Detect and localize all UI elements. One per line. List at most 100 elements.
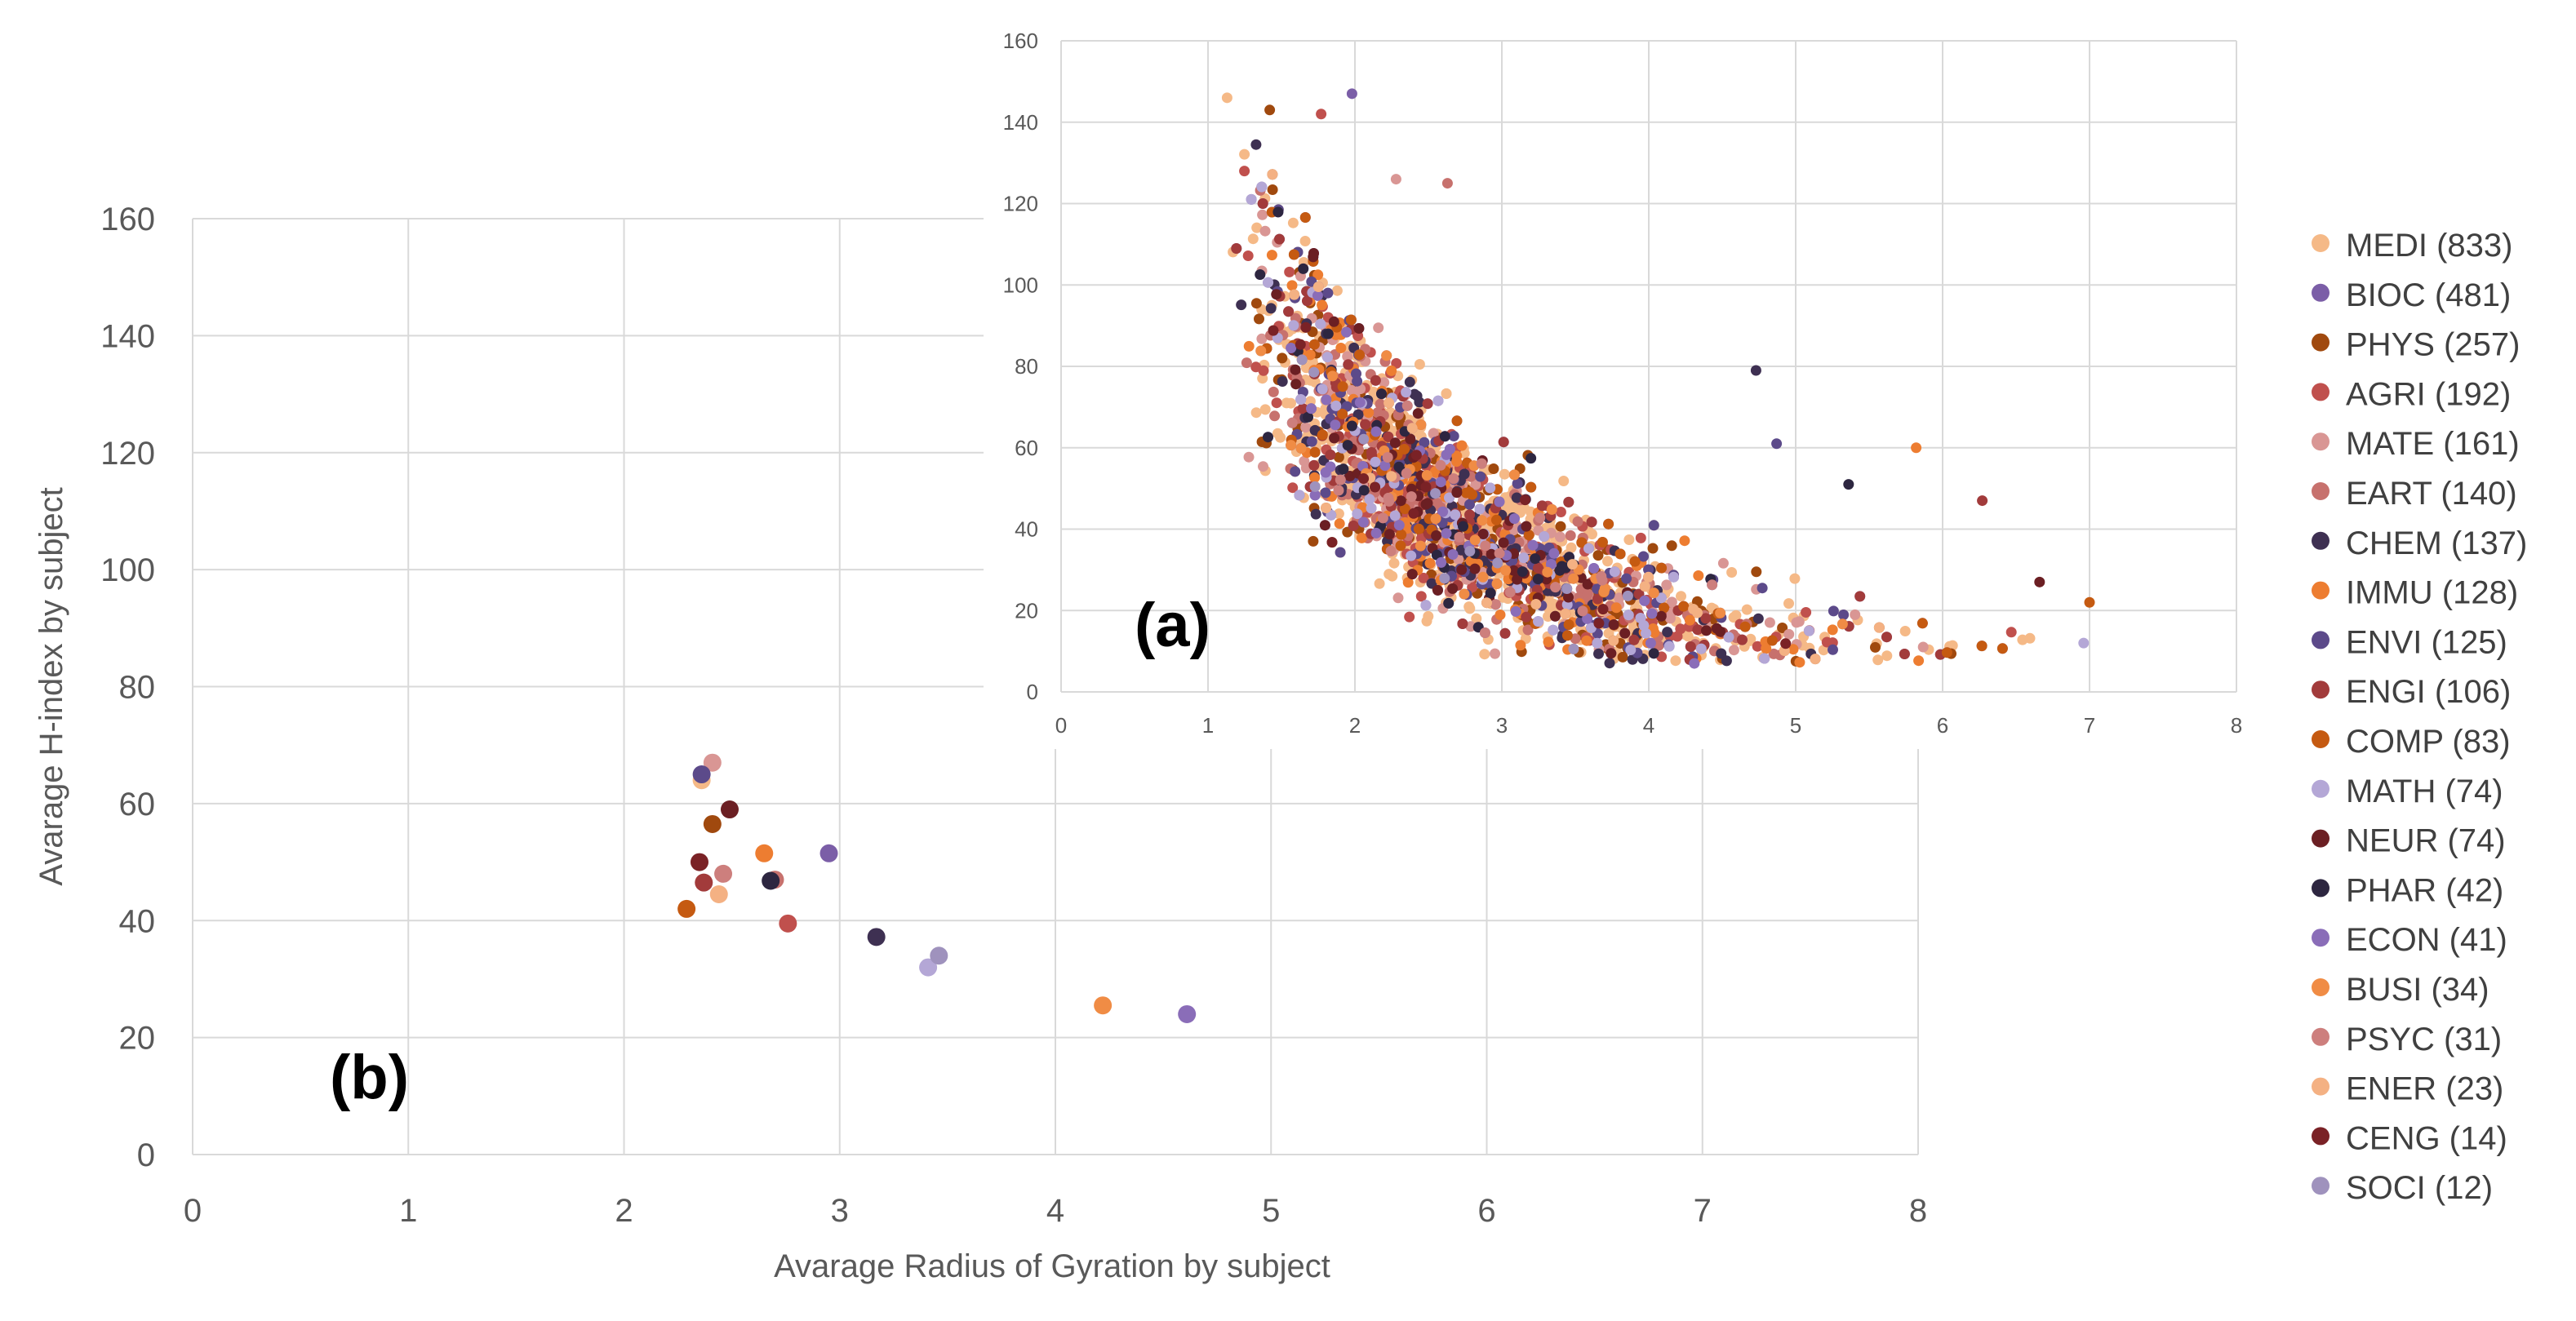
panel-a-point-ener [1560, 608, 1571, 619]
legend-entry: MEDI (833) [2346, 228, 2513, 264]
panel-a-point-engi [1685, 641, 1696, 652]
panel-a-point-ener [1481, 597, 1492, 609]
panel-a-point-ener [1810, 654, 1821, 665]
panel-a-point-busi [1415, 540, 1426, 552]
panel-b-point-econ [1178, 1004, 1197, 1023]
legend-marker [2312, 879, 2330, 898]
panel-a-point-math [1370, 456, 1381, 468]
panel-a-point-mate [1379, 377, 1390, 388]
legend-marker [2312, 829, 2330, 848]
panel-a-point-ener [1406, 423, 1418, 434]
panel-a-point-econ [1325, 461, 1336, 472]
legend-entry: BIOC (481) [2346, 277, 2511, 313]
panel-a-point-math [1263, 277, 1274, 288]
panel-a-point-mate [1342, 351, 1353, 362]
panel-a-point-econ [1330, 419, 1341, 431]
panel-b-x-tick-label: 6 [1477, 1193, 1495, 1229]
panel-a-point-psyc [1401, 468, 1412, 479]
panel-a-point-ceng [1593, 618, 1605, 629]
panel-b-y-tick-label: 160 [100, 202, 155, 237]
panel-a-point-phar [1439, 431, 1450, 442]
panel-a-point-comp [1309, 446, 1321, 458]
panel-a-y-tick-label: 80 [1015, 354, 1038, 379]
panel-a-y-tick-label: 120 [1003, 192, 1038, 216]
panel-a-point-agri [1801, 607, 1812, 618]
panel-a-point-mate [1300, 422, 1312, 433]
panel-a-point-envi [1648, 520, 1659, 531]
panel-a-point-engi [1736, 634, 1748, 645]
panel-a-point-econ [1527, 539, 1539, 551]
legend-entry: ENVI (125) [2346, 624, 2507, 660]
panel-a-point-agri [1258, 365, 1269, 376]
panel-a-point-psyc [1335, 474, 1346, 485]
panel-a-x-tick-label: 2 [1349, 713, 1361, 738]
legend-marker [2312, 631, 2330, 649]
panel-a-point-envi [1757, 583, 1768, 594]
panel-a-point-mate [1243, 451, 1255, 463]
panel-a-point-comp [1299, 212, 1311, 223]
panel-a-point-neur [1389, 437, 1401, 449]
panel-a-point-phys [1555, 521, 1566, 532]
panel-b-x-axis-label: Avarage Radius of Gyration by subject [774, 1248, 1330, 1284]
panel-a-point-busi [1508, 469, 1520, 481]
panel-a-point-math [1695, 643, 1707, 654]
panel-a-point-outlier [1221, 92, 1232, 104]
panel-b-point-mate [703, 753, 722, 772]
panel-a-point-soci [1439, 573, 1450, 584]
panel-a-point-medi [1239, 149, 1250, 160]
legend-entry: SOCI (12) [2346, 1170, 2493, 1206]
panel-a-point-econ [1309, 490, 1321, 501]
panel-a-point-econ [1437, 506, 1449, 517]
panel-a-point-envi [1335, 547, 1346, 558]
panel-a-point-phar [1648, 648, 1659, 659]
panel-a-point-chem [1426, 578, 1437, 589]
panel-a-point-chem [1236, 299, 1247, 311]
panel-a-point-neur [1549, 610, 1561, 622]
panel-a-point-soci [1309, 481, 1321, 492]
panel-a-point-envi [1322, 287, 1334, 299]
panel-a-point-medi [1783, 598, 1794, 610]
panel-a-point-phys [1666, 540, 1677, 552]
panel-a-point-math [1474, 503, 1486, 515]
panel-a-point-engi [1308, 459, 1320, 471]
panel-a-point-comp [1463, 486, 1475, 498]
panel-a-x-tick-label: 5 [1790, 713, 1801, 738]
panel-a-point-neur [1328, 316, 1339, 327]
panel-b-point-envi [692, 765, 711, 784]
panel-a-point-mate [1299, 455, 1310, 467]
panel-a-point-ener [1639, 581, 1650, 592]
legend-entry: ENGI (106) [2346, 674, 2511, 710]
panel-a-x-tick-label: 0 [1055, 713, 1067, 738]
panel-a-point-neur [1655, 610, 1667, 622]
panel-a-point-comp [1451, 415, 1463, 427]
panel-a-point-neur [1319, 520, 1330, 531]
panel-a-point-engi [1457, 618, 1468, 629]
panel-a-point-agri [2005, 627, 2017, 638]
panel-a-point-mate [1717, 557, 1729, 569]
panel-a-point-econ [1582, 613, 1593, 624]
panel-a-point-phar [1485, 587, 1496, 599]
panel-a-point-comp [1739, 621, 1751, 632]
panel-a-point-phar [1458, 521, 1468, 532]
panel-a-point-medi [1730, 610, 1742, 621]
panel-b-x-tick-label: 5 [1262, 1193, 1280, 1229]
panel-b-x-tick-label: 8 [1909, 1193, 1927, 1229]
panel-a-point-busi [1500, 565, 1512, 576]
panel-a-point-ceng [1370, 481, 1381, 493]
panel-a-y-tick-label: 20 [1015, 598, 1038, 623]
panel-a-point-immu [1386, 365, 1397, 376]
panel-a-point-outlier [1346, 88, 1357, 100]
panel-a-point-math [1759, 653, 1770, 664]
legend-marker [2312, 234, 2330, 252]
panel-a-point-neur [1329, 432, 1340, 444]
panel-a-point-phar [1338, 463, 1349, 475]
panel-a-x-tick-label: 3 [1496, 713, 1508, 738]
panel-a-point-chem [1604, 658, 1615, 669]
panel-a-point-math [1401, 387, 1412, 398]
panel-a-point-busi [1421, 470, 1432, 481]
panel-a-point-immu [1543, 636, 1554, 648]
panel-a-point-comp [1614, 548, 1626, 560]
panel-a-point-phar [1530, 553, 1541, 565]
panel-a-point-medi [1670, 655, 1681, 667]
